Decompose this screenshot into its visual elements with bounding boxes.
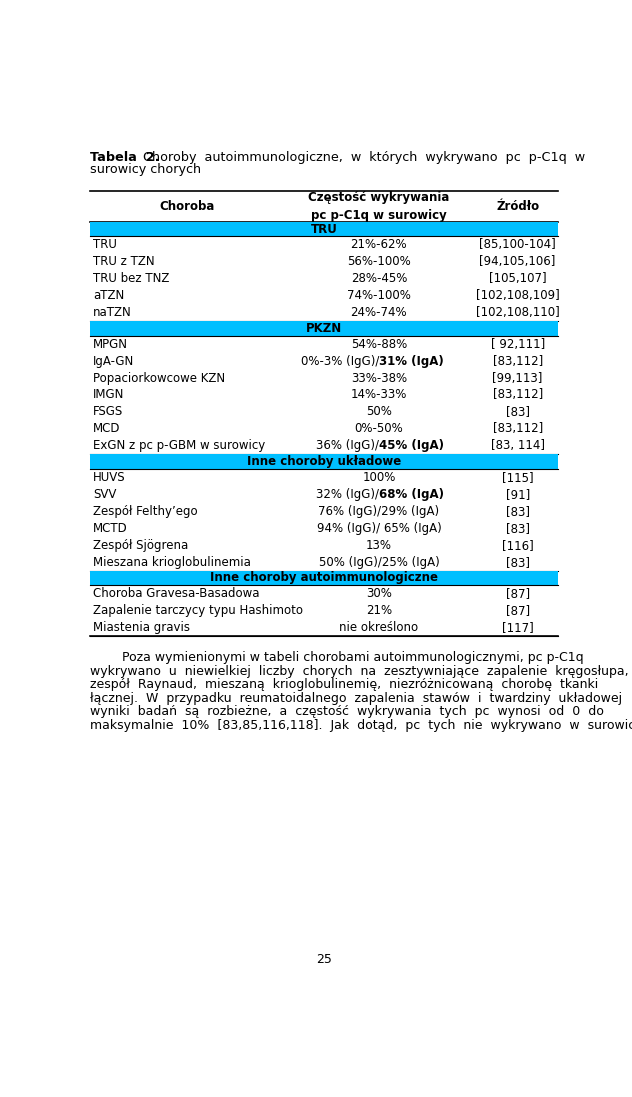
Text: [99,113]: [99,113] [492, 372, 543, 385]
Text: 24%-74%: 24%-74% [351, 306, 407, 319]
Text: Mieszana krioglobulinemia: Mieszana krioglobulinemia [93, 555, 251, 568]
Text: łącznej.  W  przypadku  reumatoidalnego  zapalenia  stawów  i  twardziny  układo: łącznej. W przypadku reumatoidalnego zap… [90, 692, 622, 704]
Text: aTZN: aTZN [93, 290, 125, 302]
Text: [115]: [115] [502, 471, 533, 484]
Text: wykrywano  u  niewielkiej  liczby  chorych  na  zesztywniające  zapalenie  kręgo: wykrywano u niewielkiej liczby chorych n… [90, 665, 628, 678]
Text: Choroba: Choroba [160, 200, 215, 213]
Text: [83,112]: [83,112] [492, 422, 543, 436]
Text: Inne choroby układowe: Inne choroby układowe [246, 455, 401, 468]
Text: nie określono: nie określono [339, 621, 418, 634]
Text: 32% (IgG)/: 32% (IgG)/ [316, 488, 379, 501]
Text: Zespół Felthy’ego: Zespół Felthy’ego [93, 505, 198, 518]
Text: Choroby  autoimmunologiczne,  w  których  wykrywano  pc  p-C1q  w: Choroby autoimmunologiczne, w których wy… [135, 151, 585, 163]
Text: [87]: [87] [506, 604, 530, 618]
Text: 13%: 13% [366, 539, 392, 552]
Text: MPGN: MPGN [93, 338, 128, 351]
Text: [117]: [117] [502, 621, 533, 634]
Text: 25: 25 [316, 952, 332, 965]
Text: ExGN z pc p-GBM w surowicy: ExGN z pc p-GBM w surowicy [93, 439, 265, 452]
Text: MCTD: MCTD [93, 522, 128, 534]
Text: HUVS: HUVS [93, 471, 126, 484]
Text: [85,100-104]: [85,100-104] [479, 238, 556, 251]
Text: TRU: TRU [310, 223, 337, 236]
Text: 21%-62%: 21%-62% [351, 238, 407, 251]
Text: naTZN: naTZN [93, 306, 131, 319]
Text: Inne choroby autoimmunologiczne: Inne choroby autoimmunologiczne [210, 572, 438, 585]
Text: 45% (IgA): 45% (IgA) [379, 439, 444, 452]
Text: 56%-100%: 56%-100% [347, 256, 411, 269]
Text: 0%-3% (IgG)/: 0%-3% (IgG)/ [301, 354, 379, 367]
Text: 0%-50%: 0%-50% [355, 422, 403, 436]
Text: Częstość wykrywania
pc p-C1q w surowicy: Częstość wykrywania pc p-C1q w surowicy [308, 191, 449, 222]
Bar [90, 222, 558, 236]
Text: 31% (IgA): 31% (IgA) [379, 354, 444, 367]
Text: SVV: SVV [93, 488, 116, 501]
Bar [90, 570, 558, 585]
Text: 14%-33%: 14%-33% [351, 388, 407, 402]
Text: 21%: 21% [366, 604, 392, 618]
Text: 100%: 100% [362, 471, 396, 484]
Text: Poza wymienionymi w tabeli chorobami autoimmunologicznymi, pc p-C1q: Poza wymienionymi w tabeli chorobami aut… [90, 652, 583, 665]
Text: [94,105,106]: [94,105,106] [480, 256, 556, 269]
Text: surowicy chorych: surowicy chorych [90, 163, 201, 177]
Text: 94% (IgG)/ 65% (IgA): 94% (IgG)/ 65% (IgA) [317, 522, 441, 534]
Text: 30%: 30% [366, 587, 392, 600]
Text: MCD: MCD [93, 422, 121, 436]
Text: 50%: 50% [366, 406, 392, 418]
Text: 28%-45%: 28%-45% [351, 272, 407, 285]
Text: 50% (IgG)/25% (IgA): 50% (IgG)/25% (IgA) [319, 555, 439, 568]
Text: [105,107]: [105,107] [489, 272, 547, 285]
Text: [83]: [83] [506, 406, 530, 418]
Text: IMGN: IMGN [93, 388, 125, 402]
Text: IgA-GN: IgA-GN [93, 354, 134, 367]
Text: Tabela  2.: Tabela 2. [90, 151, 159, 163]
Text: [87]: [87] [506, 587, 530, 600]
Text: TRU bez TNZ: TRU bez TNZ [93, 272, 169, 285]
Text: [116]: [116] [502, 539, 533, 552]
Text: 33%-38%: 33%-38% [351, 372, 407, 385]
Text: [83]: [83] [506, 522, 530, 534]
Text: [83]: [83] [506, 505, 530, 518]
Text: [102,108,110]: [102,108,110] [476, 306, 559, 319]
Text: Popaciorkowcowe KZN: Popaciorkowcowe KZN [93, 372, 225, 385]
Text: 74%-100%: 74%-100% [347, 290, 411, 302]
Text: 54%-88%: 54%-88% [351, 338, 407, 351]
Bar [90, 454, 558, 468]
Text: Miastenia gravis: Miastenia gravis [93, 621, 190, 634]
Text: [83,112]: [83,112] [492, 388, 543, 402]
Text: TRU: TRU [93, 238, 117, 251]
Text: [91]: [91] [506, 488, 530, 501]
Text: 68% (IgA): 68% (IgA) [379, 488, 444, 501]
Text: maksymalnie  10%  [83,85,116,118].  Jak  dotąd,  pc  tych  nie  wykrywano  w  su: maksymalnie 10% [83,85,116,118]. Jak dot… [90, 719, 632, 732]
Text: [83, 114]: [83, 114] [490, 439, 545, 452]
Text: [ 92,111]: [ 92,111] [490, 338, 545, 351]
Bar [90, 321, 558, 336]
Text: Zespół Sjögrena: Zespół Sjögrena [93, 539, 188, 552]
Text: 76% (IgG)/29% (IgA): 76% (IgG)/29% (IgA) [319, 505, 439, 518]
Text: 36% (IgG)/: 36% (IgG)/ [316, 439, 379, 452]
Text: [83]: [83] [506, 555, 530, 568]
Text: zespół  Raynaud,  mieszaną  krioglobulinemię,  niezróżnicowaną  chorobę  tkanki: zespół Raynaud, mieszaną krioglobulinemi… [90, 678, 598, 691]
Text: [83,112]: [83,112] [492, 354, 543, 367]
Text: TRU z TZN: TRU z TZN [93, 256, 155, 269]
Text: Źródło: Źródło [496, 200, 539, 213]
Text: FSGS: FSGS [93, 406, 123, 418]
Text: wyniki  badań  są  rozbieżne,  a  częstość  wykrywania  tych  pc  wynosi  od  0 : wyniki badań są rozbieżne, a częstość wy… [90, 705, 604, 719]
Text: Choroba Gravesa-Basadowa: Choroba Gravesa-Basadowa [93, 587, 260, 600]
Text: Zapalenie tarczycy typu Hashimoto: Zapalenie tarczycy typu Hashimoto [93, 604, 303, 618]
Text: PKZN: PKZN [306, 321, 342, 335]
Text: [102,108,109]: [102,108,109] [476, 290, 559, 302]
